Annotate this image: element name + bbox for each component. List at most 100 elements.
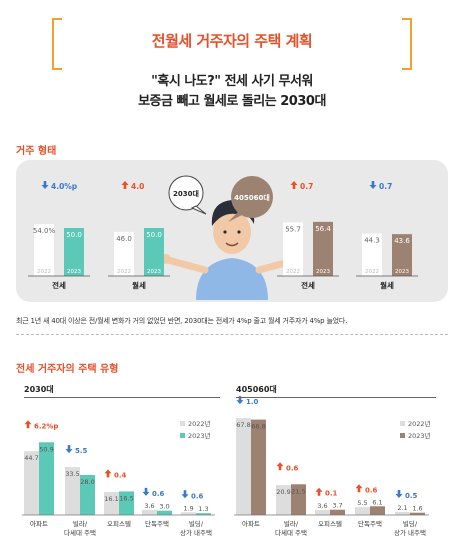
- bar-2030대-아파트-2023년: [39, 442, 54, 515]
- category-label-405060대-단독주택-0: 단독주택: [358, 519, 382, 528]
- change-arrow-405060대-빌딩/ 상가 내주택: [395, 490, 403, 498]
- category-label-2030대-빌라/ 다세대 주택-0: 빌라/: [73, 519, 88, 528]
- group-label-2030: 2030대: [24, 385, 54, 394]
- bar-405060대-오피스텔-2023년: [330, 509, 345, 515]
- section-label-residence-type: 거주 형태: [16, 146, 57, 157]
- change-label-2030대-단독주택: 0.6: [152, 490, 165, 498]
- value-label-월세-2023: 50.0: [146, 231, 162, 239]
- category-label-2030대-빌딩/ 상가 내주택-1: 상가 내주택: [180, 528, 212, 537]
- legend-swatch-405060대-0: [400, 421, 405, 426]
- category-label-405060대-빌라/ 다세대 주택-0: 빌라/: [284, 519, 299, 528]
- subtitle-line-2: 보증금 빼고 월세로 돌리는 2030대: [138, 94, 326, 109]
- housing-type-bars: 44.750.9 6.2%p 아파트 33.528.0 5.5 빌라/다세대 주택 16.1…: [22, 396, 431, 537]
- value-label-전세-2022: 54.0%: [33, 227, 56, 235]
- change-arrow-2030대-단독주택: [142, 487, 150, 496]
- value-label-405060대-오피스텔-2022년: 3.6: [317, 502, 327, 510]
- year-label-전세-2022: 2022: [37, 269, 51, 275]
- value-label-월세-2023: 43.6: [394, 237, 410, 245]
- bar-405060대-단독주택-2023년: [370, 506, 385, 515]
- value-label-405060대-아파트-2023년: 66.8: [251, 423, 265, 431]
- change-arrow-2030대-아파트: [24, 420, 32, 429]
- value-label-2030대-빌딩/ 상가 내주택-2022년: 1.9: [183, 504, 193, 512]
- value-label-405060대-아파트-2022년: 67.8: [236, 421, 250, 429]
- category-label-405060대-빌딩/ 상가 내주택-1: 상가 내주택: [394, 528, 426, 537]
- subtitle-line-1: "혹시 나도?" 전세 사기 무서워: [151, 74, 313, 89]
- category-label-405060대-오피스텔-0: 오피스텔: [318, 519, 342, 528]
- change-label-405060대-전세: 0.7: [300, 182, 313, 191]
- category-label-전세: 전세: [52, 280, 66, 290]
- bar-405060대-빌라/ 다세대 주택-2022년: [276, 485, 291, 515]
- person-illustration: [161, 200, 303, 300]
- value-label-2030대-오피스텔-2022년: 16.1: [104, 495, 118, 503]
- group-underline-405060: [236, 397, 436, 398]
- left-bracket: [52, 18, 62, 70]
- change-label-2030대-아파트: 6.2%p: [34, 422, 58, 430]
- bubble-2030: [168, 175, 207, 215]
- value-label-2030대-아파트-2023년: 50.9: [39, 445, 53, 453]
- value-label-전세-2022: 55.7: [285, 226, 301, 234]
- group-underline-2030: [24, 397, 220, 398]
- value-label-405060대-단독주택-2022년: 5.5: [357, 499, 367, 507]
- title-box: 전월세 거주자의 주택 계획: [52, 18, 412, 70]
- category-label-405060대-빌딩/ 상가 내주택-0: 빌딩/: [403, 519, 418, 528]
- value-label-405060대-빌라/ 다세대 주택-2022년: 20.9: [276, 488, 290, 496]
- change-label-2030대-월세: 4.0: [131, 182, 144, 191]
- bar-405060대-전세-2022: [283, 222, 303, 276]
- change-arrow-2030대-오피스텔: [104, 469, 112, 478]
- right-bracket: [402, 18, 412, 70]
- year-label-월세-2022: 2022: [365, 269, 379, 275]
- value-label-2030대-오피스텔-2023년: 16.5: [119, 494, 133, 502]
- change-label-405060대-월세: 0.7: [379, 182, 392, 191]
- change-arrow-405060대-빌라/ 다세대 주택: [276, 462, 284, 471]
- bar-405060대-오피스텔-2022년: [315, 509, 330, 515]
- bar-2030대-전세-2022: [34, 224, 54, 276]
- bar-2030대-월세-2023: [144, 228, 164, 276]
- page-title: 전월세 거주자의 주택 계획: [151, 32, 313, 50]
- change-arrow-405060대-단독주택: [355, 484, 363, 493]
- bar-2030대-오피스텔-2022년: [104, 492, 119, 515]
- change-label-405060대-빌딩/ 상가 내주택: 0.5: [405, 492, 418, 500]
- group-label-405060: 405060대: [236, 385, 277, 394]
- bubble-2030-label: 2030대: [173, 189, 199, 198]
- category-label-405060대-아파트-0: 아파트: [242, 519, 260, 528]
- bar-2030대-빌딩/ 상가 내주택-2022년: [181, 512, 196, 515]
- bar-405060대-월세-2022: [362, 233, 382, 276]
- bar-2030대-전세-2023: [64, 228, 84, 276]
- value-label-2030대-단독주택-2022년: 3.6: [144, 502, 154, 510]
- change-label-2030대-빌라/ 다세대 주택: 5.5: [75, 447, 88, 455]
- bar-405060대-아파트-2023년: [251, 419, 266, 515]
- change-label-405060대-단독주택: 0.6: [365, 486, 378, 494]
- value-label-405060대-빌딩/ 상가 내주택-2022년: 2.1: [397, 504, 407, 512]
- value-label-405060대-빌라/ 다세대 주택-2023년: 21.5: [291, 487, 305, 495]
- change-label-2030대-빌딩/ 상가 내주택: 0.6: [191, 492, 204, 500]
- value-label-전세-2023: 50.0: [66, 231, 82, 239]
- bar-405060대-빌딩/ 상가 내주택-2023년: [410, 512, 425, 515]
- category-label-2030대-빌라/ 다세대 주택-1: 다세대 주택: [64, 528, 96, 537]
- change-arrow-2030대-빌딩/ 상가 내주택: [181, 490, 189, 499]
- value-label-전세-2023: 56.4: [315, 225, 331, 233]
- year-label-월세-2023: 2023: [147, 269, 161, 275]
- bar-405060대-단독주택-2022년: [355, 507, 370, 515]
- value-label-2030대-아파트-2022년: 44.7: [24, 454, 38, 462]
- category-label-2030대-아파트-0: 아파트: [30, 519, 48, 528]
- legend-label-2030대-1: 2023년: [188, 431, 211, 440]
- category-label-전세: 전세: [301, 280, 315, 290]
- year-label-월세-2023: 2023: [395, 269, 409, 275]
- change-arrow-405060대-월세: [369, 181, 377, 189]
- bar-2030대-빌라/ 다세대 주택-2022년: [65, 467, 80, 515]
- divider: [16, 334, 448, 335]
- bar-405060대-전세-2023: [313, 221, 333, 276]
- year-label-월세-2022: 2022: [117, 269, 131, 275]
- bar-405060대-빌딩/ 상가 내주택-2022년: [395, 512, 410, 515]
- legend-swatch-405060대-1: [400, 433, 405, 438]
- category-label-월세: 월세: [380, 280, 394, 290]
- change-arrow-2030대-월세: [121, 181, 129, 189]
- bubble-405060-label: 405060대: [234, 193, 270, 202]
- bar-2030대-월세-2022: [114, 231, 134, 276]
- bar-2030대-빌딩/ 상가 내주택-2023년: [196, 513, 211, 515]
- change-label-2030대-오피스텔: 0.4: [114, 471, 127, 479]
- bar-2030대-아파트-2022년: [24, 451, 39, 515]
- change-arrow-405060대-아파트: [236, 396, 244, 405]
- change-arrow-2030대-전세: [41, 181, 49, 189]
